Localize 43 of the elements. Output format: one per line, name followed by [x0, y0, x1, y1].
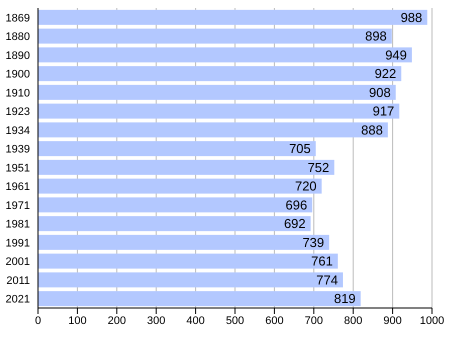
data-label: 949: [385, 47, 407, 62]
y-tick-label: 2021: [6, 294, 30, 306]
data-label: 922: [374, 66, 396, 82]
y-tick-label: 2011: [6, 274, 30, 287]
data-label: 739: [302, 234, 324, 250]
data-label: 819: [334, 291, 356, 306]
data-label: 888: [361, 122, 383, 138]
data-label: 705: [289, 141, 311, 156]
data-label: 761: [311, 254, 333, 269]
y-tick-label: 1971: [6, 200, 30, 212]
x-tick-label: 1000: [420, 314, 444, 327]
x-tick-label: 800: [344, 314, 362, 327]
data-label: 692: [284, 216, 306, 232]
data-label: 752: [308, 160, 330, 175]
y-tick-label: 1951: [6, 162, 30, 174]
y-tick-label: 1890: [6, 50, 30, 62]
data-label: 720: [294, 178, 317, 194]
y-tick-label: 1900: [6, 68, 30, 81]
y-tick-label: 1880: [6, 31, 30, 44]
data-label: 696: [286, 197, 308, 212]
y-tick-label: 1981: [6, 218, 30, 231]
x-tick-label: 500: [226, 314, 244, 327]
data-label: 898: [365, 28, 387, 44]
y-tick-label: 1869: [6, 12, 30, 24]
x-tick-label: 600: [265, 314, 284, 327]
y-tick-label: 1961: [6, 181, 30, 194]
x-tick-label: 200: [108, 314, 126, 327]
y-tick-label: 2001: [6, 256, 30, 268]
x-tick-label: 100: [68, 314, 87, 327]
x-tick-label: 400: [186, 314, 205, 327]
y-tick-label: 1934: [6, 124, 30, 137]
y-tick-label: 1939: [6, 144, 30, 156]
x-tick-label: 700: [304, 314, 323, 327]
data-label: 988: [400, 10, 422, 25]
y-tick-label: 1923: [6, 106, 30, 118]
data-label: 908: [369, 84, 391, 100]
y-tick-label: 1910: [6, 87, 30, 100]
x-tick-label: 900: [383, 314, 402, 327]
y-tick-label: 1991: [6, 237, 30, 250]
data-label: 774: [316, 272, 338, 288]
data-label: 917: [372, 104, 394, 119]
x-tick-label: 300: [147, 314, 166, 327]
x-tick-label: 0: [34, 314, 42, 327]
